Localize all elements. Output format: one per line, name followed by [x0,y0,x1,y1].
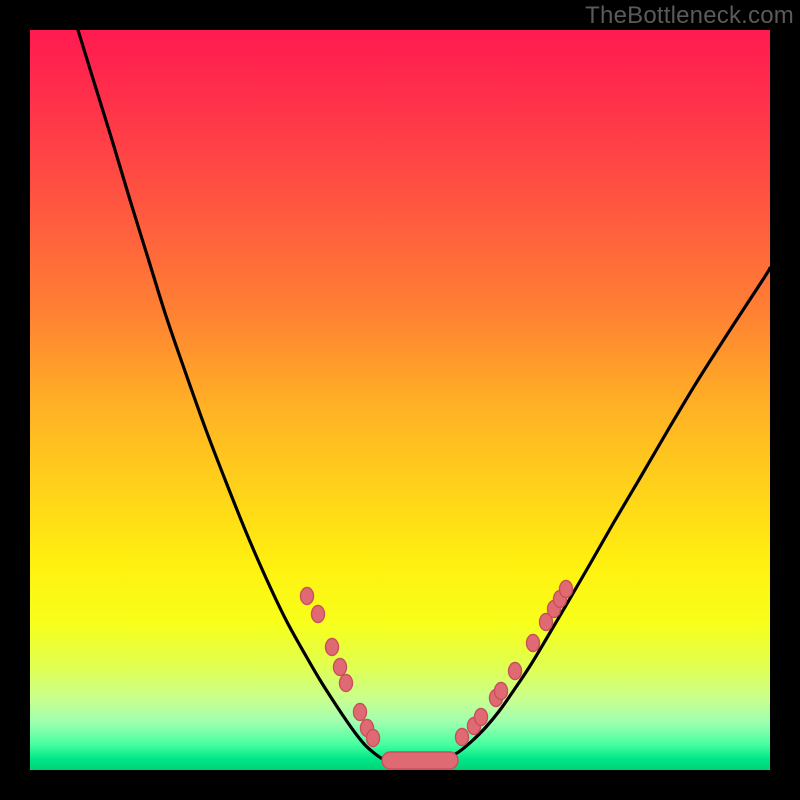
curve-marker [367,730,380,747]
curve-marker [509,663,522,680]
watermark-text: TheBottleneck.com [585,2,794,30]
curve-marker [354,704,367,721]
right-branch-markers [456,581,573,746]
curve-marker [301,588,314,605]
bottom-pill-marker [382,752,458,769]
bottleneck-curve [78,30,770,766]
curve-marker [340,675,353,692]
curve-marker [495,683,508,700]
stage: TheBottleneck.com [0,0,800,800]
curve-marker [312,606,325,623]
curve-marker [334,659,347,676]
curve-marker [560,581,573,598]
curve-marker [527,635,540,652]
curve-marker [326,639,339,656]
plot-area [30,30,770,770]
curve-marker [475,709,488,726]
chart-overlay [30,30,770,770]
curve-marker [456,729,469,746]
